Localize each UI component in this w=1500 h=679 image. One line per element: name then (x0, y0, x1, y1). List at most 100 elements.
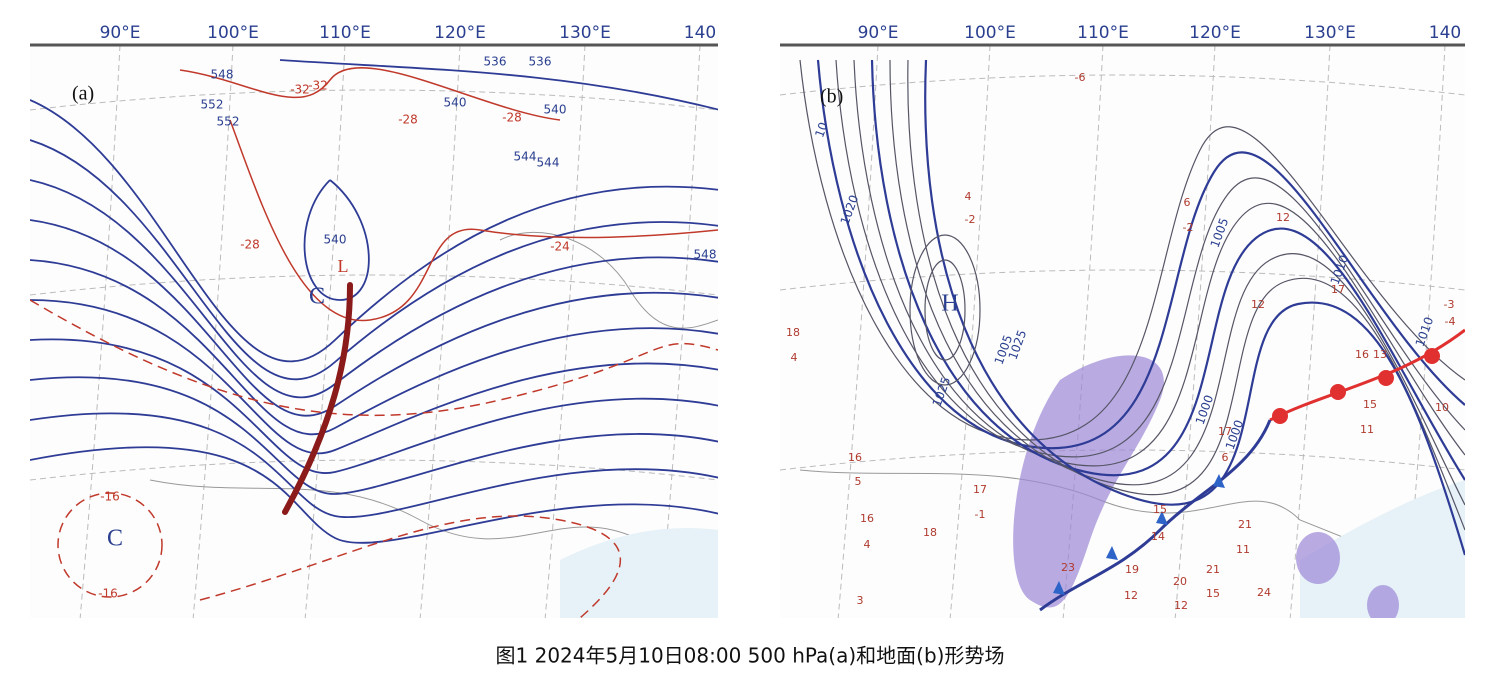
system-label: L (338, 256, 349, 276)
isobar (853, 59, 1465, 467)
cold-front-symbol (1106, 546, 1118, 560)
station-value: 15 (1206, 587, 1220, 600)
warm-front-symbol (1272, 408, 1288, 424)
station-value: 5 (855, 475, 862, 488)
isobar (924, 59, 1465, 556)
panel-a-map (30, 45, 718, 618)
contour-label: 548 (211, 68, 234, 82)
cold-front-symbol (1213, 474, 1225, 488)
longitude-label: 90°E (100, 23, 141, 43)
station-value: -4 (1445, 315, 1456, 328)
contour-label: 540 (324, 233, 347, 247)
station-value: 17 (973, 483, 987, 496)
height-contour (30, 446, 718, 544)
sea (560, 528, 718, 618)
height-contour (30, 299, 718, 455)
graticule (780, 74, 1465, 96)
warm-front-symbol (1330, 384, 1346, 400)
panel-label: (a) (72, 83, 94, 105)
temp-contour (179, 67, 561, 121)
cold-front-symbol (1156, 511, 1168, 525)
contour-label: 540 (544, 103, 567, 117)
station-value: 12 (1124, 589, 1138, 602)
contour-label: -16 (98, 587, 118, 601)
station-value: 6 (1184, 196, 1191, 209)
sea (1300, 480, 1465, 618)
system-label: H (941, 291, 958, 317)
isobar (909, 234, 981, 386)
station-value: 11 (1360, 423, 1374, 436)
trough-line (282, 282, 353, 515)
temp-contour (199, 515, 622, 618)
height-contour (303, 179, 370, 301)
station-value: 23 (1061, 561, 1075, 574)
height-contour (30, 99, 718, 363)
temp-contour (57, 492, 163, 598)
longitude-label: 90°E (858, 23, 899, 43)
longitude-label: 110°E (319, 23, 371, 43)
station-value: 6 (1222, 451, 1229, 464)
contour-label: 552 (217, 115, 240, 129)
contour-label: -28 (240, 238, 260, 252)
longitude-label: 140 (1429, 23, 1461, 43)
temp-contour (229, 119, 718, 322)
caption: 图1 2024年5月10日08:00 500 hPa(a)和地面(b)形势场 (496, 644, 1005, 668)
graticule (1174, 45, 1216, 618)
isobar (835, 59, 1465, 458)
longitude-label: 120°E (1189, 23, 1241, 43)
station-value: -6 (1075, 71, 1086, 84)
system-label: C (107, 526, 123, 552)
longitude-label: 130°E (559, 23, 611, 43)
panel-b-map (780, 45, 1465, 618)
graticule (30, 89, 718, 111)
station-value: 21 (1238, 518, 1252, 531)
isobar (889, 59, 1465, 506)
height-contour (30, 179, 718, 399)
station-value: 12 (1174, 599, 1188, 612)
graticule (79, 45, 121, 618)
station-value: -2 (965, 213, 976, 226)
station-value: 13 (1373, 348, 1387, 361)
contour-label: 544 (514, 150, 537, 164)
graticule (780, 269, 1465, 291)
station-value: 18 (786, 326, 800, 339)
border (149, 479, 701, 561)
contour-label: 552 (201, 98, 224, 112)
temp-contour (30, 299, 718, 417)
isobar (799, 59, 1465, 441)
contour-label: -32 (308, 79, 328, 93)
station-value: 11 (1236, 543, 1250, 556)
graticule (192, 45, 234, 618)
system-label: C (309, 284, 325, 310)
panel-label: (b) (820, 86, 843, 108)
precip-area (1367, 585, 1399, 618)
cold-front (1039, 419, 1272, 612)
height-contour (30, 259, 718, 436)
height-contour (279, 59, 718, 111)
station-value: -2 (1183, 221, 1194, 234)
isobar (907, 59, 1465, 531)
station-value: 16 (860, 512, 874, 525)
longitude-label: 100°E (207, 23, 259, 43)
graticule (837, 45, 879, 618)
station-value: 12 (1276, 211, 1290, 224)
contour-label: -24 (550, 240, 570, 254)
station-value: 12 (1251, 298, 1265, 311)
station-value: 16 (1355, 348, 1369, 361)
longitude-label: 100°E (964, 23, 1016, 43)
isobar (870, 59, 1465, 481)
station-value: 17 (1218, 425, 1232, 438)
contour-label: 544 (537, 156, 560, 170)
station-value: 4 (864, 538, 871, 551)
contour-label: 10 (812, 120, 830, 139)
contour-label: -32 (290, 83, 310, 97)
station-value: 19 (1125, 563, 1139, 576)
contour-label: 536 (484, 55, 507, 69)
border (499, 231, 718, 329)
station-value: 3 (857, 594, 864, 607)
contour-label: -28 (502, 111, 522, 125)
warm-front (1269, 328, 1465, 422)
contour-label: 540 (444, 96, 467, 110)
station-value: 20 (1173, 575, 1187, 588)
station-value: 21 (1206, 563, 1220, 576)
